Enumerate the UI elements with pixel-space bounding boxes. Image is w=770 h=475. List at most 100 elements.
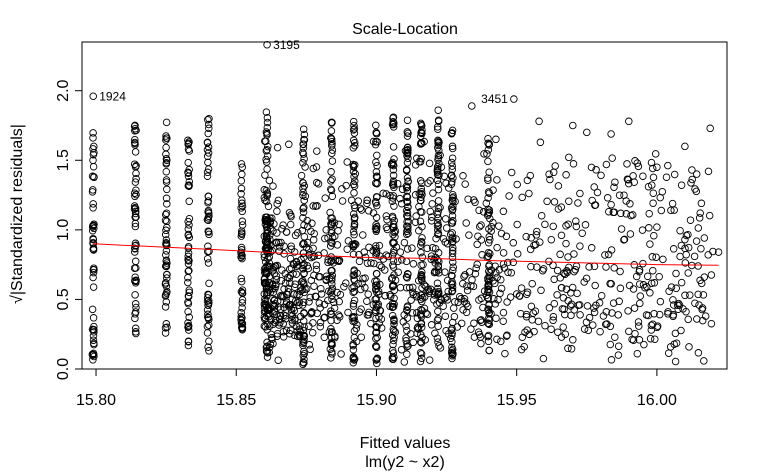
data-point <box>349 345 358 354</box>
data-point <box>353 321 361 329</box>
data-point <box>432 268 441 277</box>
data-point <box>636 299 644 308</box>
data-point <box>361 274 369 282</box>
data-point <box>90 264 98 272</box>
data-point <box>313 309 321 318</box>
data-point <box>649 173 658 182</box>
data-point <box>402 334 410 342</box>
data-point <box>499 317 507 325</box>
data-point <box>335 311 343 319</box>
data-point <box>403 197 411 206</box>
data-point <box>237 204 245 212</box>
data-point <box>327 341 336 349</box>
data-point <box>297 171 306 180</box>
data-point <box>237 277 246 286</box>
data-point <box>549 261 557 270</box>
data-point <box>582 318 591 326</box>
data-point <box>658 187 667 196</box>
data-point <box>338 197 347 205</box>
data-point <box>389 143 398 151</box>
data-point <box>435 146 443 155</box>
data-point <box>611 333 619 341</box>
data-point <box>433 316 442 325</box>
data-point <box>685 343 693 351</box>
data-point <box>238 296 247 304</box>
data-point <box>489 295 498 303</box>
data-point <box>471 269 480 278</box>
data-point <box>396 194 404 203</box>
data-point <box>475 222 484 231</box>
data-point <box>327 134 335 143</box>
data-point <box>698 316 707 325</box>
data-point <box>560 305 568 313</box>
data-point <box>569 336 577 344</box>
data-point <box>434 204 443 213</box>
data-point <box>162 239 170 247</box>
data-point <box>375 290 383 298</box>
data-point <box>554 328 562 336</box>
data-point <box>692 170 701 178</box>
data-point <box>402 206 411 215</box>
data-point <box>132 276 140 285</box>
data-point <box>497 229 506 238</box>
x-tick-label: 15.90 <box>356 392 396 409</box>
data-point <box>390 327 398 335</box>
data-point <box>464 195 472 203</box>
data-point <box>238 207 246 216</box>
data-point <box>695 301 703 309</box>
data-point <box>131 324 140 333</box>
data-point <box>638 226 647 234</box>
data-point <box>349 353 358 362</box>
data-point <box>274 356 282 364</box>
data-point <box>335 313 344 321</box>
data-point <box>484 332 492 341</box>
data-point <box>404 203 412 212</box>
data-point <box>651 335 659 343</box>
data-point <box>647 321 656 330</box>
data-point <box>624 307 632 315</box>
data-point <box>416 241 425 249</box>
data-point <box>343 245 351 253</box>
data-point <box>204 343 212 351</box>
data-point <box>434 180 443 188</box>
data-point <box>635 322 643 330</box>
data-point <box>286 300 295 309</box>
data-point <box>465 231 473 239</box>
data-point <box>413 154 421 163</box>
data-point <box>316 318 325 327</box>
data-point <box>327 135 336 143</box>
data-point <box>263 353 272 361</box>
data-point <box>431 329 439 338</box>
data-point <box>434 117 443 125</box>
data-point <box>484 176 492 184</box>
outlier-point <box>89 92 97 101</box>
data-point <box>530 241 538 250</box>
data-point <box>509 239 518 247</box>
data-point <box>265 176 274 185</box>
data-point <box>543 197 551 206</box>
data-point <box>131 279 140 287</box>
data-point <box>497 275 505 284</box>
data-point <box>670 170 679 179</box>
data-point <box>486 236 494 244</box>
data-point <box>331 232 339 240</box>
data-point <box>420 293 429 301</box>
data-point <box>377 315 386 323</box>
data-point <box>324 234 332 242</box>
data-point <box>484 146 493 154</box>
data-point <box>669 245 678 253</box>
data-point <box>386 191 394 200</box>
data-point <box>644 182 653 191</box>
data-point <box>89 268 98 277</box>
data-point <box>468 276 476 284</box>
data-point <box>300 203 308 212</box>
data-point <box>464 302 472 311</box>
data-point <box>328 149 336 158</box>
data-point <box>430 256 438 264</box>
data-point <box>263 118 272 127</box>
data-point <box>299 360 307 369</box>
data-point <box>631 157 639 165</box>
data-point <box>671 329 680 338</box>
data-point <box>367 319 375 328</box>
data-point <box>369 209 378 217</box>
